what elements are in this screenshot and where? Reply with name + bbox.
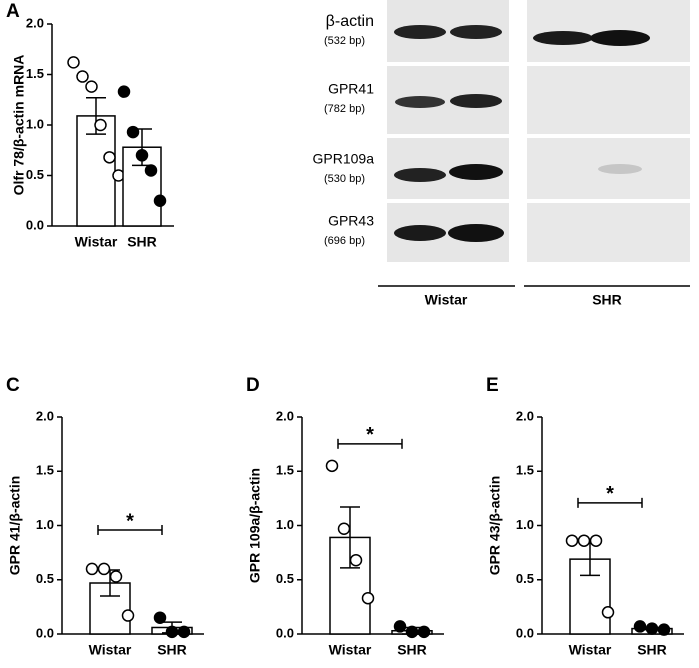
band	[395, 96, 445, 108]
band	[533, 31, 593, 45]
data-point	[85, 80, 98, 93]
data-point	[85, 562, 99, 576]
panel-label: A	[6, 1, 20, 22]
data-point	[349, 553, 363, 567]
y-tick-label: 0.5	[276, 571, 294, 586]
y-axis-label: GPR 109a/β-actin	[247, 468, 263, 583]
data-point	[153, 611, 167, 624]
y-tick-label: 1.0	[516, 517, 534, 532]
panel-label: E	[486, 375, 499, 396]
group-label: SHR	[592, 292, 622, 308]
gel-panel: B Wistar SHR	[378, 0, 690, 308]
gel-row-name: GPR41	[328, 81, 374, 97]
data-point	[135, 149, 149, 162]
data-point	[165, 625, 179, 639]
data-point	[405, 625, 419, 639]
data-point	[601, 606, 615, 619]
band	[450, 94, 502, 108]
data-point	[144, 164, 158, 177]
significance-label: *	[366, 424, 374, 446]
data-point	[645, 622, 659, 635]
bar-panel: C GPR 41/β-actin 0.0 0.5 1.0 1.5 2.0 Wistar SHR *	[6, 375, 204, 658]
y-tick-label: 0.0	[26, 217, 44, 232]
y-tick-label: 0.0	[516, 625, 534, 640]
data-point	[577, 534, 591, 547]
gel-row-size: (532 bp)	[324, 35, 365, 47]
y-tick-label: 0.5	[36, 571, 54, 586]
data-point	[589, 534, 603, 547]
x-tick-label: SHR	[397, 642, 427, 658]
y-tick-label: 2.0	[516, 408, 534, 423]
data-point	[177, 625, 191, 639]
data-point	[633, 620, 647, 633]
data-point	[126, 125, 140, 139]
data-point	[657, 623, 671, 636]
y-axis-label: Olfr 78/β-actin mRNA	[11, 55, 27, 196]
y-axis-label: GPR 41/β-actin	[7, 476, 23, 576]
x-tick-label: Wistar	[569, 642, 612, 658]
data-point	[325, 459, 339, 473]
data-point	[67, 56, 80, 69]
band	[598, 164, 642, 174]
x-tick-label: SHR	[637, 642, 667, 658]
y-tick-label: 1.5	[516, 463, 534, 478]
y-tick-label: 2.0	[36, 408, 54, 423]
y-tick-label: 1.5	[276, 463, 294, 478]
band	[448, 224, 504, 242]
gel-row-name: GPR109a	[313, 151, 375, 167]
data-point	[417, 625, 431, 639]
y-tick-label: 1.5	[36, 463, 54, 478]
y-axis-label: GPR 43/β-actin	[487, 476, 503, 576]
bar-panel: A Olfr 78/β-actin mRNA 0.0 0.5 1.0 1.5 2.0 Wist…	[6, 1, 174, 250]
x-tick-label: SHR	[157, 642, 187, 658]
x-tick-label: Wistar	[89, 642, 132, 658]
gel-row-size: (696 bp)	[324, 235, 365, 247]
data-point	[337, 522, 351, 536]
band	[450, 25, 502, 39]
y-tick-label: 2.0	[26, 15, 44, 30]
y-tick-label: 0.5	[26, 167, 44, 182]
data-point	[361, 591, 375, 605]
data-point	[117, 85, 131, 98]
gel-row-size: (782 bp)	[324, 103, 365, 115]
panel-label: D	[246, 375, 260, 396]
data-point	[121, 609, 135, 622]
bar-panel: E GPR 43/β-actin 0.0 0.5 1.0 1.5 2.0 Wistar SHR *	[486, 375, 684, 658]
gel-row-name: β-actin	[326, 13, 374, 30]
band	[394, 168, 446, 182]
data-point	[76, 70, 89, 83]
gel-row-name: GPR43	[328, 213, 374, 229]
gel-row-size: (530 bp)	[324, 173, 365, 185]
band	[590, 30, 650, 46]
bar-panel: D GPR 109a/β-actin 0.0 0.5 1.0 1.5 2.0 Wistar SH…	[246, 375, 444, 658]
band	[394, 25, 446, 39]
data-point	[103, 151, 116, 164]
group-label: Wistar	[425, 292, 468, 308]
x-tick-label: Wistar	[75, 234, 118, 250]
data-point	[393, 620, 407, 633]
y-tick-label: 1.0	[26, 116, 44, 131]
data-point	[97, 562, 111, 576]
y-tick-label: 1.5	[26, 66, 44, 81]
significance-label: *	[606, 483, 614, 505]
panel-label: C	[6, 375, 20, 396]
data-point	[94, 118, 107, 132]
x-tick-label: SHR	[127, 234, 157, 250]
data-point	[565, 534, 579, 547]
data-point	[109, 570, 123, 583]
y-tick-label: 1.0	[276, 517, 294, 532]
y-tick-label: 2.0	[276, 408, 294, 423]
band	[394, 225, 446, 241]
x-tick-label: Wistar	[329, 642, 372, 658]
data-point	[153, 194, 167, 207]
y-tick-label: 0.0	[276, 625, 294, 640]
y-tick-label: 0.0	[36, 625, 54, 640]
significance-label: *	[126, 510, 134, 532]
y-tick-label: 0.5	[516, 571, 534, 586]
gel-lane	[387, 0, 514, 262]
band	[449, 164, 503, 180]
y-tick-label: 1.0	[36, 517, 54, 532]
